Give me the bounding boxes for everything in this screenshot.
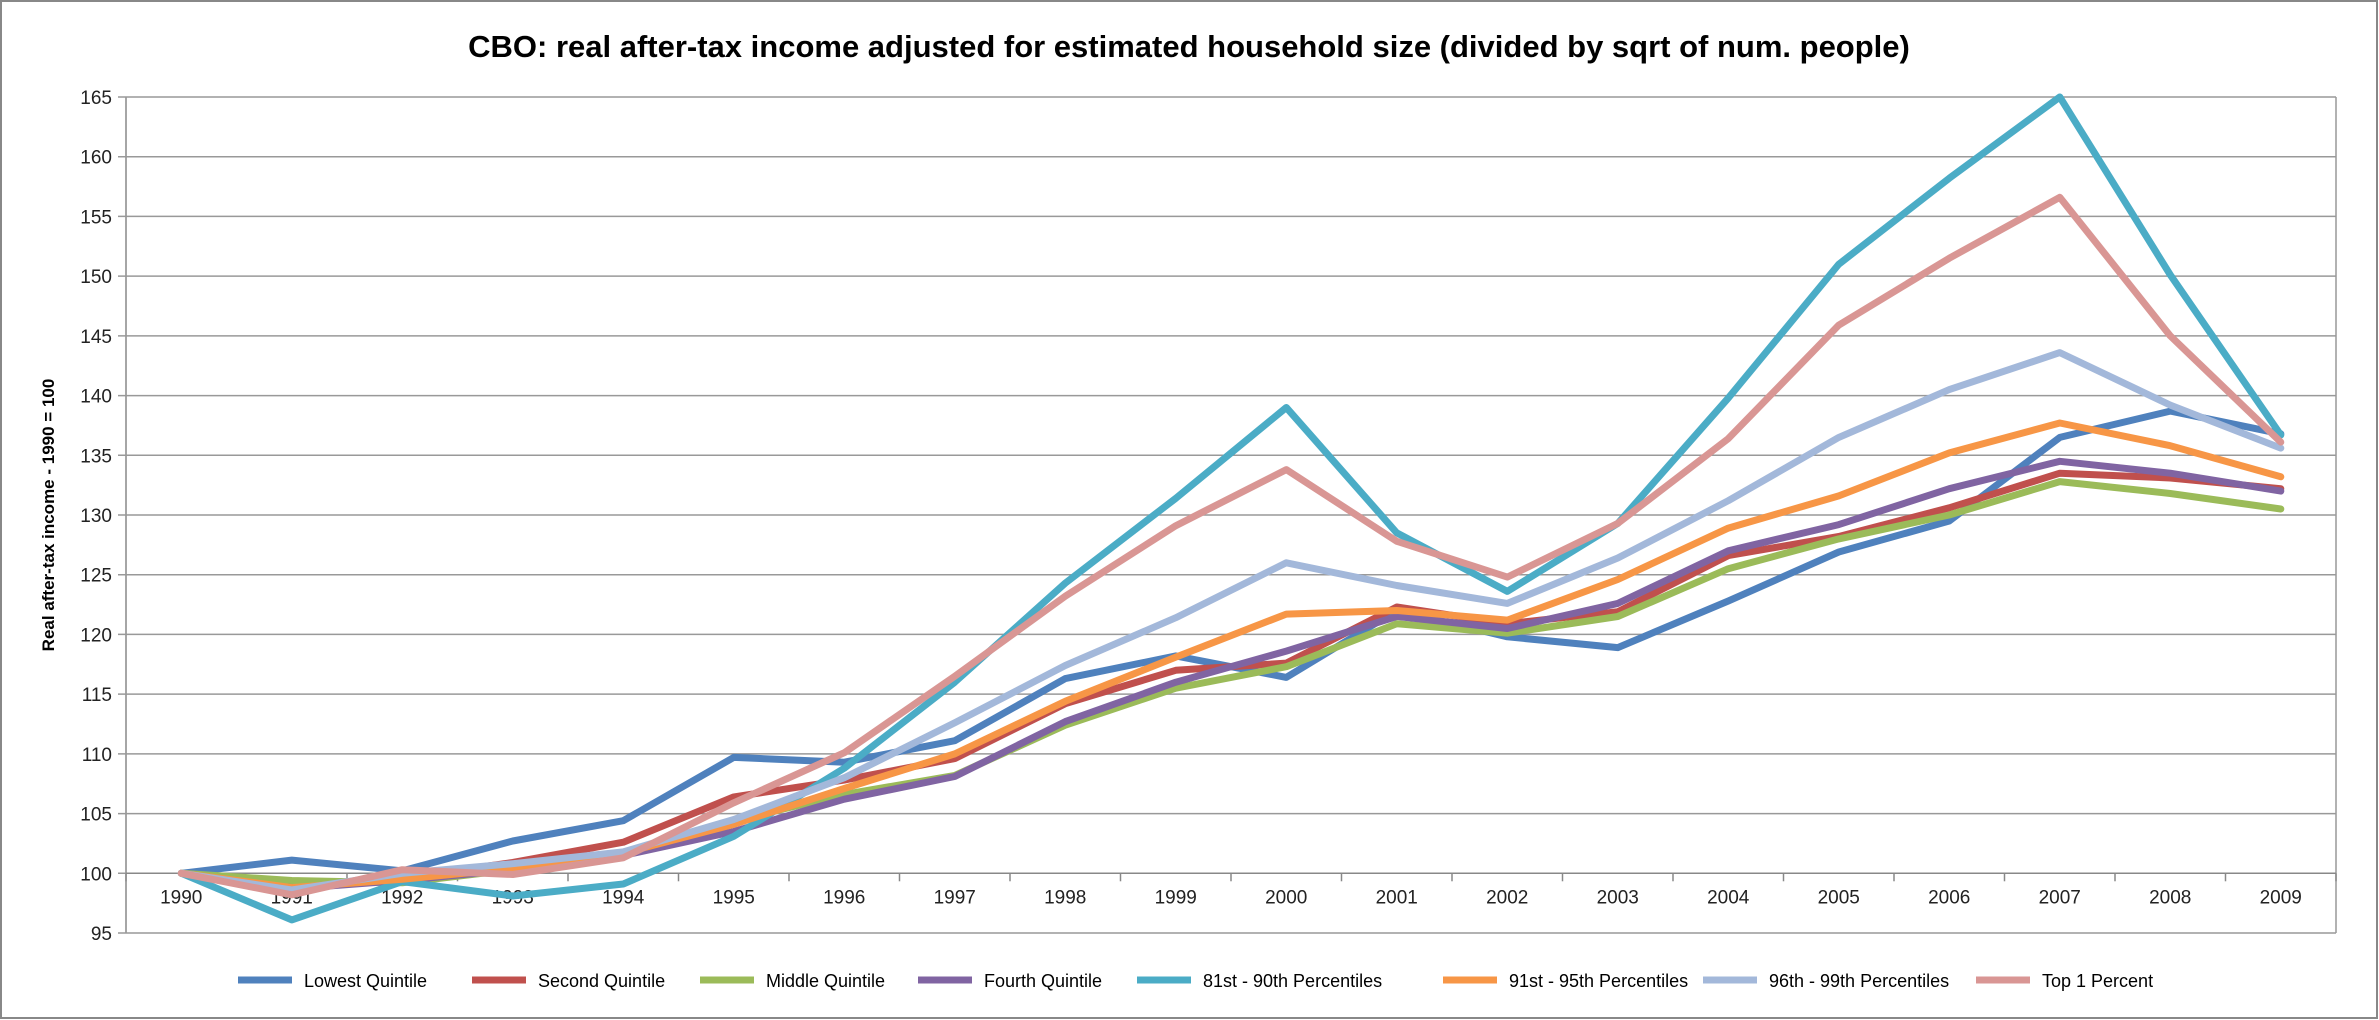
y-tick-label: 140 xyxy=(80,387,112,408)
legend-label: 96th - 99th Percentiles xyxy=(1769,971,1949,991)
y-tick-label: 165 xyxy=(80,88,112,109)
y-axis-label: Real after-tax income - 1990 = 100 xyxy=(39,379,58,652)
x-tick-label: 1992 xyxy=(381,887,423,908)
legend-label: Lowest Quintile xyxy=(304,971,427,991)
x-tick-label: 2004 xyxy=(1707,887,1750,908)
y-tick-label: 115 xyxy=(82,685,112,706)
x-tick-label: 2006 xyxy=(1928,887,1970,908)
chart-title: CBO: real after-tax income adjusted for … xyxy=(468,29,1910,64)
legend-label: 91st - 95th Percentiles xyxy=(1509,971,1688,991)
y-tick-label: 125 xyxy=(80,566,112,587)
y-tick-label: 160 xyxy=(80,148,112,169)
x-tick-label: 1997 xyxy=(934,887,976,908)
x-tick-label: 2008 xyxy=(2149,887,2191,908)
series-line-5 xyxy=(177,93,2285,924)
x-tick-label: 1998 xyxy=(1044,887,1086,908)
x-tick-label: 2009 xyxy=(2260,887,2302,908)
series-lines xyxy=(177,93,2285,924)
x-tick-label: 1990 xyxy=(160,887,202,908)
y-tick-label: 145 xyxy=(80,327,112,348)
x-tick-label: 1995 xyxy=(713,887,755,908)
y-tick-label: 95 xyxy=(91,924,112,945)
legend-label: Second Quintile xyxy=(538,971,665,991)
legend-label: Top 1 Percent xyxy=(2042,971,2153,991)
legend-label: Fourth Quintile xyxy=(984,971,1102,991)
x-tick-label: 2005 xyxy=(1818,887,1860,908)
y-tick-label: 135 xyxy=(80,446,112,467)
x-tick-label: 1999 xyxy=(1155,887,1197,908)
y-axis-ticks: 95 100 105 110 115 120 125 130 135 140 145 150 155 16… xyxy=(80,88,112,945)
x-tick-label: 2003 xyxy=(1597,887,1639,908)
legend: Lowest Quintile Second Quintile Middle Qui… xyxy=(238,971,2153,991)
series-line-8 xyxy=(177,193,2285,899)
legend-label: 81st - 90th Percentiles xyxy=(1203,971,1382,991)
x-tick-label: 2002 xyxy=(1486,887,1528,908)
x-tick-label: 1996 xyxy=(823,887,865,908)
x-tick-label: 1994 xyxy=(602,887,645,908)
y-tick-label: 130 xyxy=(80,506,112,527)
x-tick-label: 2000 xyxy=(1265,887,1307,908)
y-tick-label: 105 xyxy=(80,805,112,826)
x-tick-label: 2001 xyxy=(1376,887,1418,908)
y-tick-label: 100 xyxy=(80,864,112,885)
x-tick-label: 2007 xyxy=(2039,887,2081,908)
legend-label: Middle Quintile xyxy=(766,971,885,991)
y-tick-label: 155 xyxy=(80,207,112,228)
series-line-7 xyxy=(177,349,2285,894)
y-tick-label: 150 xyxy=(80,267,112,288)
y-tick-label: 110 xyxy=(82,745,112,766)
series-line-6 xyxy=(177,419,2285,892)
y-tick-label: 120 xyxy=(80,625,112,646)
